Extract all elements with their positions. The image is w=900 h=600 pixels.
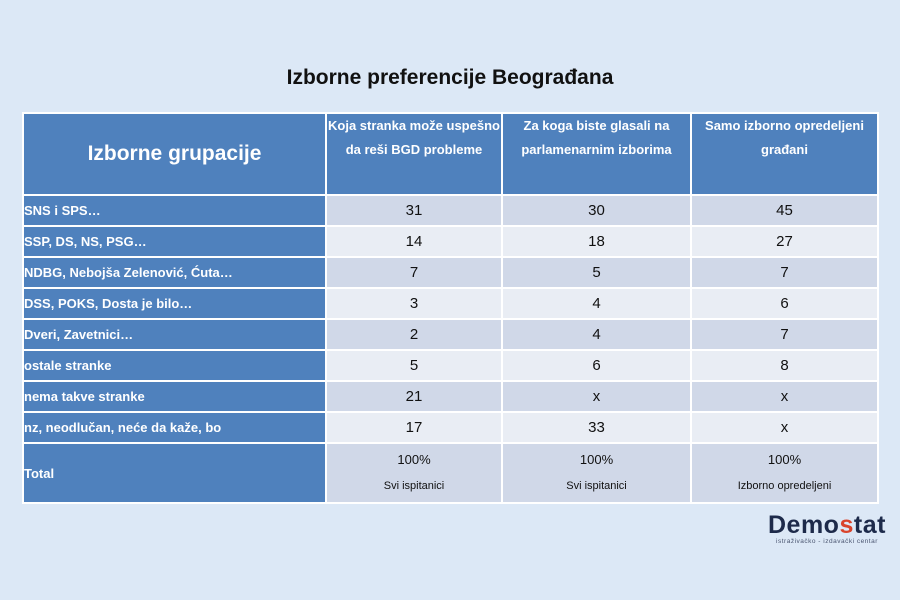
header-row: Izborne grupacije Koja stranka može uspe…	[24, 114, 877, 194]
table-row: Dveri, Zavetnici… 2 4 7	[24, 320, 877, 349]
cell-value: 4	[503, 320, 690, 349]
total-percent: 100%	[767, 452, 802, 467]
cell-value: 6	[503, 351, 690, 380]
total-base: Svi ispitanici	[566, 480, 627, 492]
cell-value: 27	[692, 227, 877, 256]
total-cell: 100% Svi ispitanici	[327, 444, 501, 502]
logo-text-accent: s	[839, 511, 854, 539]
table-row: NDBG, Nebojša Zelenović, Ćuta… 7 5 7	[24, 258, 877, 287]
total-base: Svi ispitanici	[383, 480, 445, 492]
row-label: NDBG, Nebojša Zelenović, Ćuta…	[24, 258, 325, 287]
cell-value: 33	[503, 413, 690, 442]
cell-value: 7	[692, 320, 877, 349]
demostat-logo: Demostat istraživačko - izdavački centar	[768, 512, 886, 545]
header-groups: Izborne grupacije	[24, 114, 325, 194]
cell-value: 4	[503, 289, 690, 318]
cell-value: x	[692, 413, 877, 442]
total-label: Total	[24, 444, 325, 502]
row-label: nz, neodlučan, neće da kaže, bo	[24, 413, 325, 442]
row-label: DSS, POKS, Dosta je bilo…	[24, 289, 325, 318]
row-label: nema takve stranke	[24, 382, 325, 411]
cell-value: 7	[327, 258, 501, 287]
cell-value: 18	[503, 227, 690, 256]
table-row: nema takve stranke 21 x x	[24, 382, 877, 411]
preferences-table: Izborne grupacije Koja stranka može uspe…	[22, 112, 879, 504]
cell-value: 3	[327, 289, 501, 318]
header-decided-citizens: Samo izborno opredeljeni građani	[692, 114, 877, 194]
cell-value: 21	[327, 382, 501, 411]
cell-value: 2	[327, 320, 501, 349]
cell-value: 14	[327, 227, 501, 256]
cell-value: x	[692, 382, 877, 411]
total-cell: 100% Svi ispitanici	[503, 444, 690, 502]
total-base: Izborno opredeljeni	[737, 480, 832, 492]
logo-tagline: istraživačko - izdavački centar	[776, 538, 878, 545]
table-row: nz, neodlučan, neće da kaže, bo 17 33 x	[24, 413, 877, 442]
total-percent: 100%	[397, 452, 431, 467]
cell-value: 5	[503, 258, 690, 287]
logo-text-1: Demo	[768, 511, 840, 539]
table-row: ostale stranke 5 6 8	[24, 351, 877, 380]
header-parliament-vote: Za koga biste glasali na parlamenarnim i…	[503, 114, 690, 194]
page-title: Izborne preferencije Beograđana	[286, 66, 614, 89]
total-row: Total 100% Svi ispitanici 100% Svi ispit…	[24, 444, 877, 502]
cell-value: 7	[692, 258, 877, 287]
total-percent: 100%	[579, 452, 614, 467]
cell-value: 45	[692, 196, 877, 225]
total-cell: 100% Izborno opredeljeni	[692, 444, 877, 502]
logo-wordmark: Demostat	[768, 512, 886, 538]
row-label: SNS i SPS…	[24, 196, 325, 225]
row-label: SSP, DS, NS, PSG…	[24, 227, 325, 256]
cell-value: 5	[327, 351, 501, 380]
table-row: SNS i SPS… 31 30 45	[24, 196, 877, 225]
header-bgd-problems: Koja stranka može uspešno da reši BGD pr…	[327, 114, 501, 194]
row-label: ostale stranke	[24, 351, 325, 380]
table-row: SSP, DS, NS, PSG… 14 18 27	[24, 227, 877, 256]
cell-value: x	[503, 382, 690, 411]
cell-value: 8	[692, 351, 877, 380]
cell-value: 6	[692, 289, 877, 318]
table-row: DSS, POKS, Dosta je bilo… 3 4 6	[24, 289, 877, 318]
cell-value: 31	[327, 196, 501, 225]
cell-value: 30	[503, 196, 690, 225]
cell-value: 17	[327, 413, 501, 442]
row-label: Dveri, Zavetnici…	[24, 320, 325, 349]
logo-text-2: tat	[853, 511, 886, 539]
